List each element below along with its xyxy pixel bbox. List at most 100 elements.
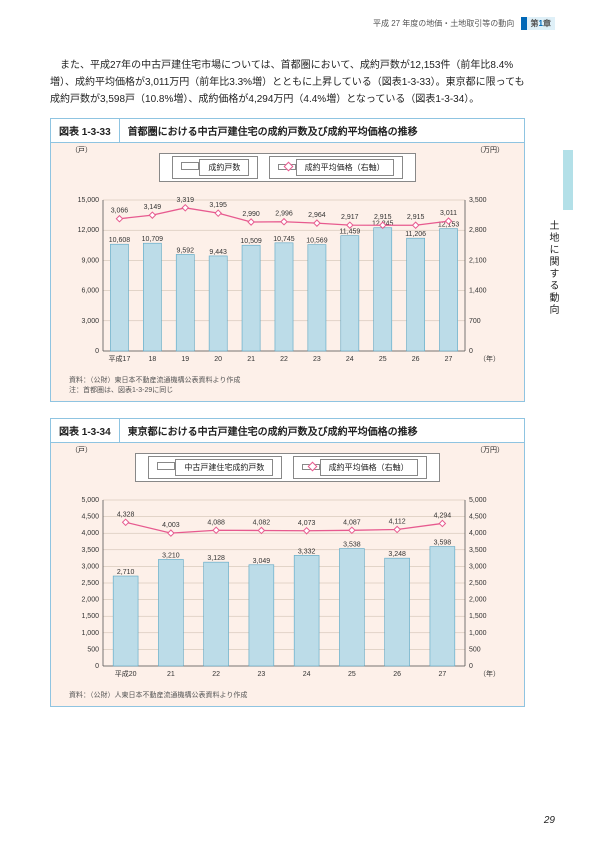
figure-1-3-33: 図表 1-3-33 首都圏における中古戸建住宅の成約戸数及び成約平均価格の推移 …	[50, 118, 525, 402]
svg-text:4,073: 4,073	[298, 520, 316, 527]
legend-bar-swatch	[181, 162, 199, 170]
svg-text:11,459: 11,459	[339, 229, 360, 236]
svg-text:10,569: 10,569	[306, 238, 328, 245]
page-number: 29	[544, 815, 555, 826]
chart-a: 03,0006,0009,00012,00015,00007001,4002,1…	[69, 186, 499, 371]
header-title: 平成 27 年度の地価・土地取引等の動向	[373, 19, 514, 28]
svg-text:2,710: 2,710	[117, 569, 135, 576]
svg-text:24: 24	[303, 671, 311, 678]
svg-text:4,000: 4,000	[81, 530, 99, 537]
svg-text:18: 18	[148, 356, 156, 363]
svg-text:1,500: 1,500	[469, 613, 487, 620]
legend-bar-swatch	[157, 462, 175, 470]
svg-text:3,319: 3,319	[177, 197, 195, 204]
svg-text:5,000: 5,000	[81, 497, 99, 504]
svg-text:2,100: 2,100	[469, 257, 487, 264]
svg-text:0: 0	[95, 663, 99, 670]
svg-text:21: 21	[167, 671, 175, 678]
svg-text:（年）: （年）	[479, 669, 499, 678]
figure-footnote: 資料：（公財）東日本不動産流通機構公表資料より作成 注：首都圏は、図表1-3-2…	[69, 375, 506, 395]
svg-text:9,443: 9,443	[209, 249, 227, 256]
svg-text:21: 21	[247, 356, 255, 363]
svg-text:3,210: 3,210	[162, 552, 180, 559]
svg-text:4,082: 4,082	[253, 519, 271, 526]
side-tab	[563, 150, 573, 210]
svg-text:2,500: 2,500	[81, 580, 99, 587]
svg-text:3,195: 3,195	[209, 202, 227, 209]
figure-title: 首都圏における中古戸建住宅の成約戸数及び成約平均価格の推移	[120, 119, 426, 142]
svg-text:10,745: 10,745	[273, 236, 295, 243]
svg-text:9,000: 9,000	[81, 257, 99, 264]
svg-text:22: 22	[280, 356, 288, 363]
svg-text:700: 700	[469, 318, 481, 325]
svg-text:4,500: 4,500	[81, 514, 99, 521]
svg-text:4,500: 4,500	[469, 514, 487, 521]
svg-text:平成20: 平成20	[115, 669, 137, 678]
svg-text:500: 500	[469, 646, 481, 653]
svg-text:10,608: 10,608	[109, 237, 131, 244]
svg-text:2,000: 2,000	[469, 597, 487, 604]
y-right-unit: （万円）	[476, 445, 504, 455]
svg-text:1,000: 1,000	[81, 630, 99, 637]
svg-text:3,000: 3,000	[81, 563, 99, 570]
svg-text:0: 0	[469, 663, 473, 670]
svg-text:2,996: 2,996	[275, 211, 293, 218]
svg-text:10,709: 10,709	[142, 236, 164, 243]
figure-number: 図表 1-3-33	[51, 119, 120, 142]
chart-b: 0 500 1,000 1,500 2,000 2,500 3,000 3,500 4,000 4…	[69, 486, 499, 686]
svg-text:3,149: 3,149	[144, 204, 162, 211]
svg-text:23: 23	[257, 671, 265, 678]
svg-text:3,500: 3,500	[81, 547, 99, 554]
svg-text:500: 500	[87, 646, 99, 653]
svg-text:26: 26	[412, 356, 420, 363]
svg-text:9,592: 9,592	[177, 247, 195, 254]
legend: 成約戸数 成約平均価格（右軸）	[69, 153, 506, 182]
svg-text:0: 0	[469, 348, 473, 355]
figure-number: 図表 1-3-34	[51, 419, 120, 442]
y-left-unit: （戸）	[71, 145, 92, 155]
svg-text:平成17: 平成17	[109, 354, 131, 363]
svg-text:3,049: 3,049	[253, 558, 271, 565]
svg-text:1,500: 1,500	[81, 613, 99, 620]
svg-text:25: 25	[379, 356, 387, 363]
figure-1-3-34: 図表 1-3-34 東京都における中古戸建住宅の成約戸数及び成約平均価格の推移 …	[50, 418, 525, 707]
side-label: 土地に関する動向	[545, 220, 560, 316]
svg-text:1,400: 1,400	[469, 288, 487, 295]
svg-text:3,500: 3,500	[469, 197, 487, 204]
svg-text:4,328: 4,328	[117, 511, 135, 518]
svg-text:3,538: 3,538	[343, 542, 361, 549]
svg-text:2,800: 2,800	[469, 227, 487, 234]
svg-text:26: 26	[393, 671, 401, 678]
svg-text:3,248: 3,248	[388, 551, 406, 558]
svg-text:3,066: 3,066	[111, 208, 129, 215]
svg-text:3,128: 3,128	[207, 555, 225, 562]
svg-text:4,294: 4,294	[434, 512, 452, 519]
svg-text:6,000: 6,000	[81, 288, 99, 295]
legend-line-swatch	[302, 464, 320, 470]
svg-text:2,964: 2,964	[308, 212, 326, 219]
svg-text:19: 19	[181, 356, 189, 363]
y-right-unit: （万円）	[476, 145, 504, 155]
svg-text:4,003: 4,003	[162, 522, 180, 529]
svg-text:2,990: 2,990	[242, 211, 260, 218]
svg-text:4,112: 4,112	[389, 518, 406, 525]
svg-text:4,000: 4,000	[469, 530, 487, 537]
svg-text:1,000: 1,000	[469, 630, 487, 637]
svg-text:3,000: 3,000	[469, 563, 487, 570]
svg-text:4,088: 4,088	[207, 519, 225, 526]
figure-footnote: 資料：（公財）人東日本不動産流通機構公表資料より作成	[69, 690, 506, 700]
legend-line-swatch	[278, 164, 296, 170]
svg-text:2,000: 2,000	[81, 597, 99, 604]
svg-text:3,500: 3,500	[469, 547, 487, 554]
svg-text:3,000: 3,000	[81, 318, 99, 325]
svg-text:27: 27	[445, 356, 453, 363]
svg-text:20: 20	[214, 356, 222, 363]
svg-text:10,509: 10,509	[240, 238, 262, 245]
svg-text:3,011: 3,011	[440, 210, 457, 217]
svg-text:2,915: 2,915	[374, 214, 392, 221]
svg-text:24: 24	[346, 356, 354, 363]
svg-text:3,332: 3,332	[298, 548, 316, 555]
svg-text:23: 23	[313, 356, 321, 363]
svg-text:0: 0	[95, 348, 99, 355]
svg-text:2,500: 2,500	[469, 580, 487, 587]
